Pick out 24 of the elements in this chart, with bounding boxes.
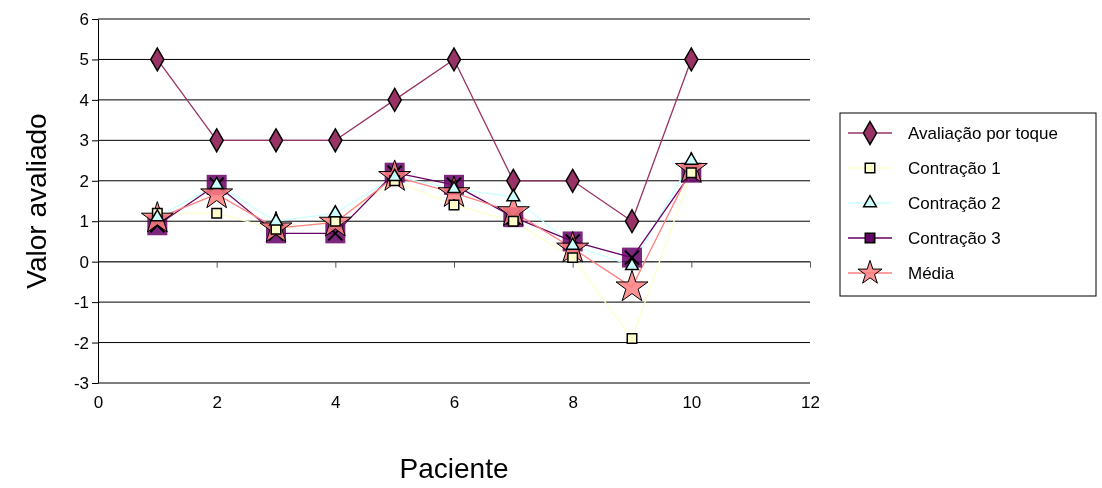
legend-label: Contração 1: [908, 159, 1001, 178]
x-axis-title: Paciente: [399, 453, 509, 484]
x-tick-label: 2: [212, 393, 222, 413]
x-tick-label: 0: [93, 393, 104, 413]
y-tick-label: -2: [73, 333, 89, 353]
y-tick-label: -1: [73, 293, 89, 313]
legend-label: Avaliação por toque: [908, 124, 1058, 143]
x-tick-label: 8: [568, 393, 578, 413]
y-tick-label: 2: [79, 171, 89, 191]
legend-label: Média: [908, 264, 955, 283]
y-tick-label: 4: [79, 90, 89, 110]
y-axis-title: Valor avaliado: [21, 113, 52, 289]
legend-label: Contração 3: [908, 229, 1001, 248]
x-tick-label: 12: [801, 393, 820, 413]
y-tick-label: 5: [79, 50, 89, 70]
y-tick-label: -3: [73, 373, 89, 393]
x-tick-label: 4: [331, 393, 341, 413]
y-tick-label: 3: [79, 131, 89, 151]
y-tick-label: 6: [79, 9, 89, 29]
y-tick-label: 0: [79, 252, 89, 272]
x-tick-label: 10: [682, 393, 702, 413]
x-tick-label: 6: [449, 393, 460, 413]
legend-label: Contração 2: [908, 194, 1001, 213]
y-tick-label: 1: [79, 212, 89, 232]
